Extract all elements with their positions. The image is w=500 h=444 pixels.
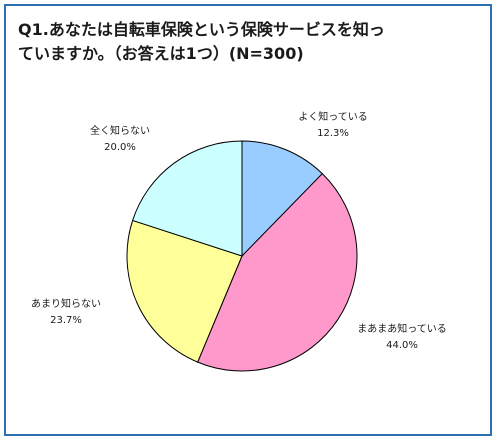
slice-value-label-1: 12.3% [317, 128, 349, 139]
slice-value-label-3: 23.7% [50, 315, 82, 326]
slice-value-label-4: 20.0% [104, 142, 136, 153]
slice-label-2: まあまあ知っている [357, 322, 447, 335]
slice-value-label-2: 44.0% [386, 340, 418, 351]
chart-title-line-2: ていますか。（お答えは1つ）(N=300) [18, 44, 304, 63]
pie-slices [126, 140, 358, 372]
pie-slice-3 [126, 219, 243, 363]
chart-title-line-1: Q1.あなたは自転車保険という保険サービスを知っ [18, 20, 385, 39]
pie-labels: よく知っている 12.3% まあまあ知っている 44.0% あまり知らない 23.7% 全く… [31, 110, 447, 351]
pie-slice-2 [197, 172, 358, 372]
slice-label-1: よく知っている [298, 110, 368, 123]
slice-label-4: 全く知らない [90, 124, 150, 137]
slice-label-3: あまり知らない [31, 297, 101, 310]
pie-slice-1 [241, 140, 323, 258]
pie-slice-4 [131, 140, 243, 257]
chart-title: Q1.あなたは自転車保険という保険サービスを知っ ていますか。（お答えは1つ）(… [18, 18, 478, 66]
